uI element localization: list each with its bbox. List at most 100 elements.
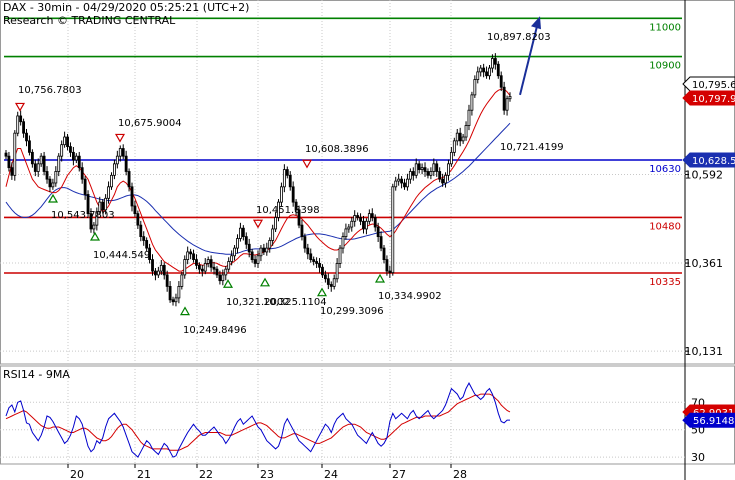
pivot-high-marker: [301, 159, 313, 169]
candle-body: [291, 186, 295, 203]
candle-body: [359, 217, 362, 222]
candle-body: [10, 167, 14, 176]
x-tick-label: 20: [70, 468, 84, 480]
candle-body: [203, 263, 207, 272]
candle-body: [165, 274, 169, 287]
candle-body: [470, 94, 474, 111]
price-annotation: 10,299.3096: [320, 306, 384, 317]
candle-body: [227, 261, 231, 270]
candle-body: [115, 155, 119, 165]
price-annotation: 10,756.7803: [18, 85, 82, 96]
candle-body: [441, 178, 445, 184]
projection-arrow-head: [531, 16, 541, 30]
candle-body: [294, 201, 298, 211]
candle-body: [200, 268, 204, 272]
price-annotation: 10,721.4199: [500, 142, 564, 153]
price-annotation: 10,444.549: [93, 250, 150, 261]
x-tick-label: 24: [324, 468, 338, 480]
candle-body: [338, 247, 342, 264]
candle-body: [209, 259, 213, 268]
level-label-10480: 10480: [649, 221, 681, 232]
price-annotation: 10,543.7803: [51, 210, 115, 221]
candle-body: [315, 261, 319, 264]
candle-body: [406, 178, 409, 188]
candle-body: [218, 274, 222, 282]
candle-body: [388, 270, 392, 274]
price-tick-label: 10,592: [685, 169, 724, 182]
candle-body: [326, 278, 330, 285]
candle-body: [180, 274, 184, 287]
candle-body: [508, 96, 512, 100]
candle-body: [280, 186, 283, 203]
candle-body: [28, 140, 31, 153]
candle-body: [268, 240, 272, 249]
candle-body: [385, 259, 389, 272]
candle-body: [493, 58, 497, 65]
candle-body: [479, 67, 483, 73]
candle-body: [168, 286, 172, 301]
candle-body: [444, 174, 447, 184]
candle-body: [148, 247, 152, 260]
candle-body: [499, 75, 503, 88]
rsi-tag-label: 56.9148: [693, 416, 734, 427]
level-label-10630: 10630: [649, 164, 681, 175]
candle-body: [19, 115, 23, 123]
candle-body: [112, 163, 116, 176]
candle-body: [467, 109, 471, 126]
candle-body: [323, 274, 327, 280]
candle-body: [110, 174, 113, 188]
candle-body: [98, 201, 102, 213]
candle-body: [95, 211, 99, 226]
candle-body: [215, 268, 219, 276]
candle-body: [101, 201, 105, 211]
candle-body: [174, 297, 178, 303]
candle-body: [253, 259, 257, 264]
candle-body: [485, 71, 488, 77]
candle-body: [89, 213, 93, 230]
candle-body: [66, 136, 69, 147]
candle-body: [414, 163, 418, 176]
candle-body: [197, 264, 201, 270]
price-tag-ma_slow: [682, 152, 735, 168]
candle-body: [186, 251, 190, 260]
price-tag-label: 10,628.5: [692, 156, 735, 167]
level-label-11000: 11000: [649, 22, 681, 33]
candle-body: [259, 247, 263, 257]
projection-arrow-line: [519, 26, 538, 96]
candle-body: [121, 148, 125, 157]
pivot-low-marker: [47, 193, 59, 203]
rsi-title: RSI14 - 9MA: [3, 368, 70, 381]
candle-body: [107, 186, 110, 199]
candle-body: [347, 226, 351, 230]
candle-body: [250, 251, 254, 260]
candle-body: [54, 171, 58, 184]
candle-body: [394, 180, 398, 188]
candle-body: [233, 247, 236, 257]
candle-body: [309, 253, 313, 260]
candle-body: [130, 186, 134, 207]
candle-body: [51, 182, 55, 188]
price-tag-label: 10,797.9: [692, 94, 735, 105]
candle-body: [236, 238, 239, 249]
candle-body: [321, 266, 324, 276]
price-annotation: 10,675.9004: [118, 118, 182, 129]
candle-body: [48, 178, 52, 188]
candle-body: [417, 163, 421, 170]
candle-body: [25, 132, 28, 142]
candle-body: [447, 163, 450, 176]
candle-body: [4, 152, 8, 157]
candle-body: [80, 167, 84, 180]
candle-body: [303, 236, 307, 249]
candle-body: [306, 247, 310, 255]
candle-body: [376, 226, 380, 238]
candle-body: [136, 213, 140, 226]
candle-body: [212, 266, 216, 270]
candle-body: [438, 171, 442, 180]
pivot-low-marker: [374, 273, 386, 283]
candle-body: [449, 151, 453, 165]
candle-body: [367, 213, 371, 222]
candle-body: [502, 86, 506, 111]
candle-body: [400, 178, 404, 184]
candle-body: [39, 155, 43, 165]
